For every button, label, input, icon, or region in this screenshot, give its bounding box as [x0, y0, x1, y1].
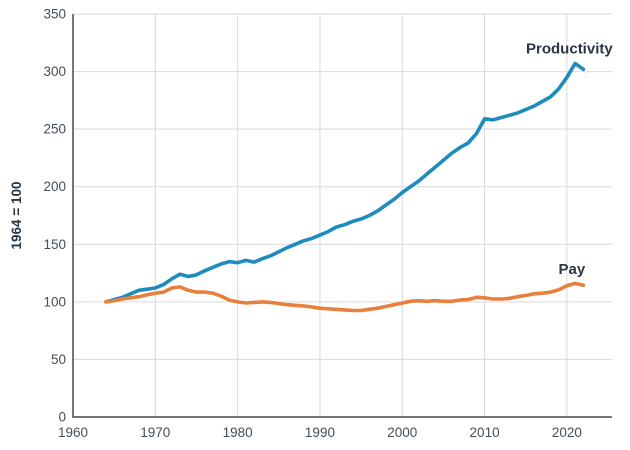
series-label-productivity: Productivity [526, 41, 613, 58]
x-tick-label: 2010 [470, 425, 500, 440]
x-tick-label: 2000 [387, 425, 417, 440]
x-tick-label: 1970 [140, 425, 170, 440]
y-tick-label: 300 [43, 64, 66, 79]
y-tick-label: 350 [43, 7, 66, 22]
line-productivity [104, 61, 586, 304]
y-axis-title: 1964 = 100 [9, 182, 24, 250]
y-tick-label: 200 [43, 179, 66, 194]
y-tick-label: 150 [43, 237, 66, 252]
x-tick-label: 1960 [58, 425, 88, 440]
x-tick-label: 1980 [223, 425, 253, 440]
y-tick-label: 100 [43, 294, 66, 309]
y-tick-label: 0 [58, 410, 66, 425]
series-label-pay: Pay [558, 261, 585, 278]
x-tick-label: 2020 [552, 425, 582, 440]
gridlines [73, 13, 612, 417]
x-tick-label: 1990 [305, 425, 335, 440]
y-tick-label: 250 [43, 122, 66, 137]
y-tick-label: 50 [51, 352, 66, 367]
line-pay [104, 281, 586, 313]
